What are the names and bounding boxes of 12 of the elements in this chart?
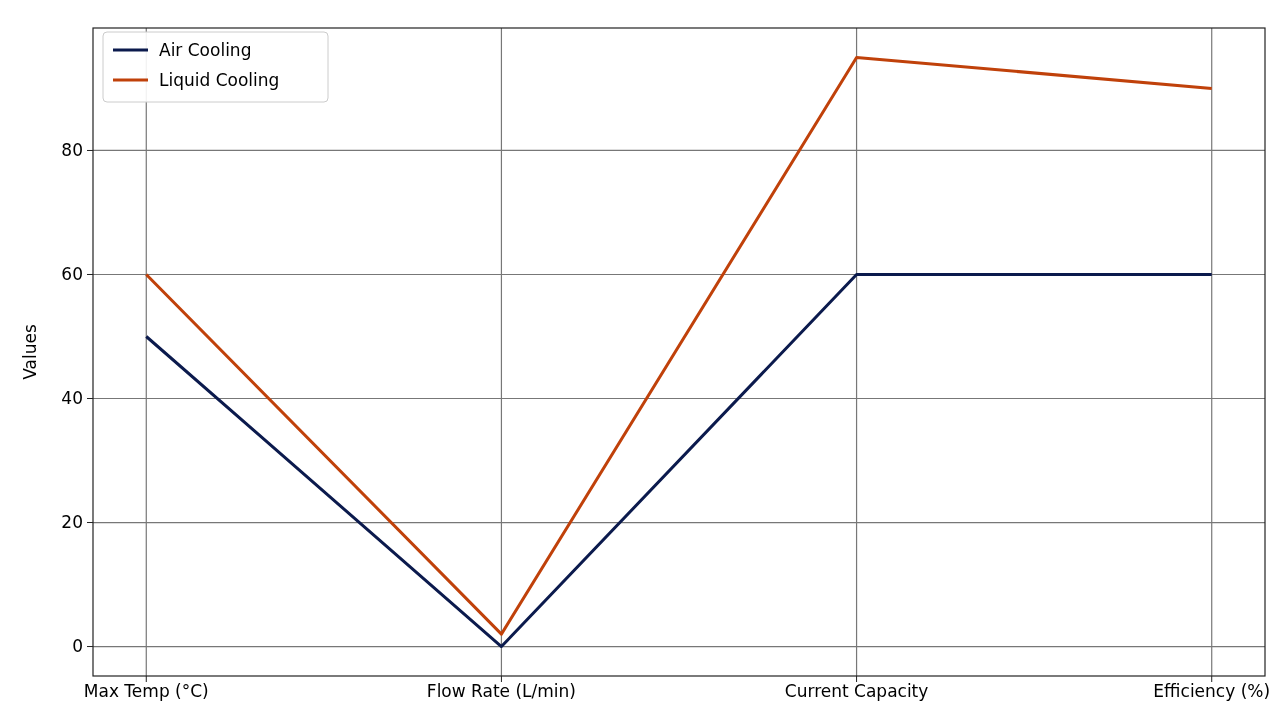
y-tick-label: 80	[61, 140, 83, 161]
y-tick-label: 60	[61, 264, 83, 285]
y-axis-title: Values	[20, 324, 40, 380]
x-tick-label: Efficiency (%)	[1153, 681, 1271, 701]
x-tick-label: Current Capacity	[784, 681, 929, 701]
legend-label: Liquid Cooling	[159, 69, 280, 90]
x-tick-label: Flow Rate (L/min)	[426, 681, 576, 701]
y-tick-label: 0	[72, 636, 83, 657]
y-tick-label: 20	[61, 512, 83, 533]
y-tick-label: 40	[61, 388, 83, 409]
x-tick-label: Max Temp (°C)	[83, 681, 209, 701]
legend-label: Air Cooling	[159, 39, 252, 60]
